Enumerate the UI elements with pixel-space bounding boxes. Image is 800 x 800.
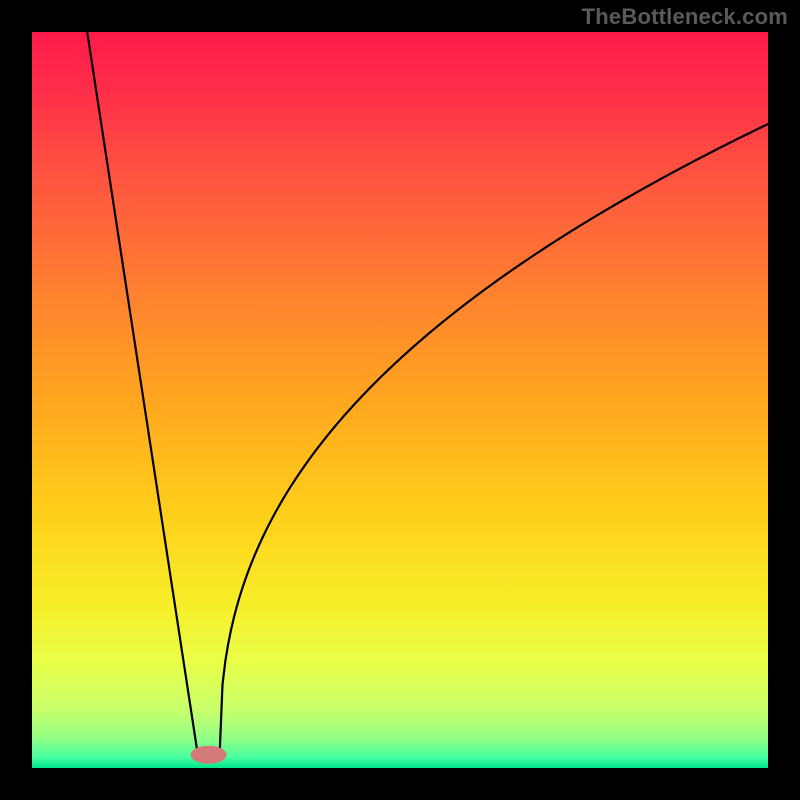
plot-background [32,32,768,768]
optimal-point-marker [191,746,227,764]
chart-stage: TheBottleneck.com [0,0,800,800]
bottleneck-chart [0,0,800,800]
